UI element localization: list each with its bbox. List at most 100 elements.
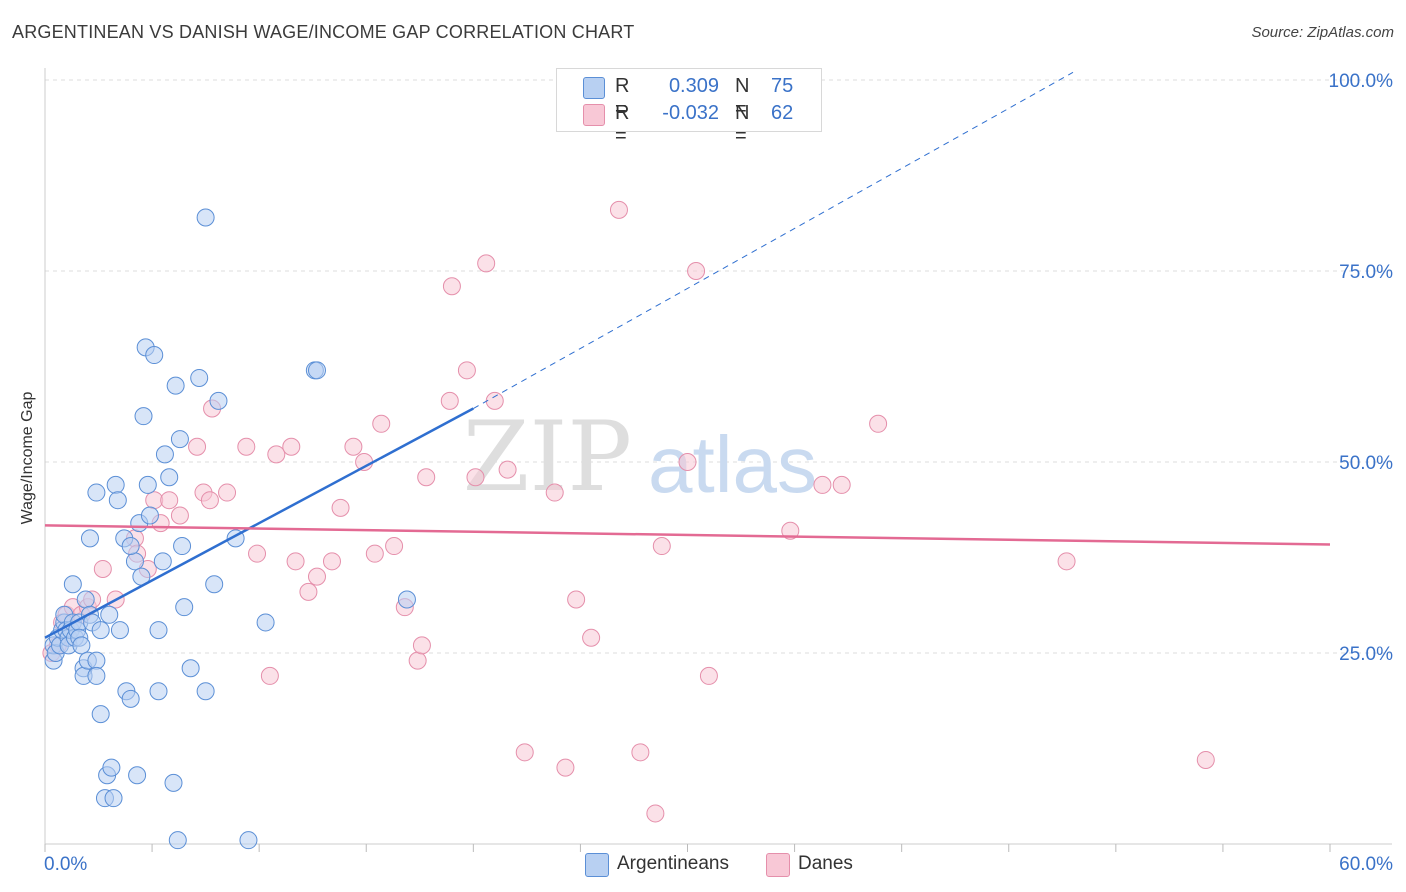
y-tick-label: 50.0% <box>1339 453 1393 474</box>
dane-point <box>477 254 496 273</box>
dane-point <box>218 483 237 502</box>
bottom-legend-swatch-pink <box>766 853 790 877</box>
legend-n-value: 62 <box>771 102 794 124</box>
source-credit: Source: ZipAtlas.com <box>1251 24 1394 41</box>
argentinean-point <box>80 529 99 548</box>
argentinean-point <box>168 831 187 850</box>
argentinean-point <box>153 552 172 571</box>
argentineans-points <box>44 208 416 850</box>
dane-point <box>145 491 164 510</box>
argentinean-point <box>91 621 110 640</box>
dane-point <box>322 552 341 571</box>
argentinean-point <box>121 689 140 708</box>
legend-r-value: -0.032 <box>662 102 719 124</box>
dane-point <box>307 567 326 586</box>
argentinean-point <box>175 598 194 617</box>
legend-r-label: R = <box>615 75 630 120</box>
dane-point <box>372 414 391 433</box>
dane-point <box>344 437 363 456</box>
x-tick-label-min: 0.0% <box>44 854 87 875</box>
dane-point <box>442 277 461 296</box>
dane-point <box>545 483 564 502</box>
watermark: ZIP atlas <box>463 401 817 513</box>
argentinean-point <box>205 575 224 594</box>
dane-point <box>408 651 427 670</box>
argentinean-point <box>102 758 121 777</box>
dane-point <box>466 468 485 487</box>
argentinean-point <box>121 537 140 556</box>
legend-r-label: R = <box>615 102 630 147</box>
dane-point <box>678 453 697 471</box>
dane-point <box>1196 750 1215 769</box>
bottom-legend-label: Danes <box>798 853 853 874</box>
argentinean-point <box>173 537 192 556</box>
argentinean-point <box>160 468 179 487</box>
argentinean-point <box>181 659 200 678</box>
watermark-atlas: atlas <box>648 420 817 509</box>
argentinean-point <box>170 430 189 449</box>
argentinean-point <box>239 831 258 850</box>
argentinean-point <box>134 407 153 426</box>
dane-point <box>365 544 384 563</box>
legend-n-value: 75 <box>771 75 794 97</box>
dane-point <box>1057 552 1076 571</box>
dane-point <box>646 804 665 823</box>
argentineans-trend-line <box>44 407 474 639</box>
argentinean-point <box>106 475 125 494</box>
argentinean-point <box>155 445 174 464</box>
dane-point <box>267 445 286 464</box>
dane-point <box>699 666 718 685</box>
dane-point <box>813 475 832 494</box>
dane-point <box>412 636 431 655</box>
argentinean-point <box>209 391 228 410</box>
dane-point <box>331 498 350 517</box>
dane-point <box>188 437 207 456</box>
dane-point <box>93 559 112 578</box>
correlation-legend: R = 0.309 N = 75 R = -0.032 N = 62 <box>556 68 822 147</box>
argentinean-point <box>164 773 183 792</box>
argentinean-point <box>63 575 82 594</box>
dane-point <box>556 758 575 777</box>
argentineans-trend-extension <box>473 71 1074 409</box>
dane-point <box>609 200 628 219</box>
argentinean-point <box>110 621 129 640</box>
legend-n-label: N = <box>735 75 750 120</box>
dane-point <box>237 437 256 456</box>
argentinean-point <box>91 705 110 724</box>
legend-n-label: N = <box>735 102 750 147</box>
dane-point <box>417 468 436 487</box>
dane-point <box>515 743 534 762</box>
dane-point <box>457 361 476 380</box>
argentinean-point <box>256 613 275 632</box>
dane-point <box>485 391 504 410</box>
danes-trend-line <box>44 524 1331 546</box>
bottom-legend-swatch-blue <box>585 853 609 877</box>
dane-point <box>248 544 267 563</box>
argentinean-point <box>149 621 168 640</box>
argentinean-point <box>108 491 127 510</box>
dane-point <box>832 475 851 494</box>
dane-point <box>781 521 800 540</box>
dane-point <box>260 666 279 685</box>
dane-point <box>299 582 318 601</box>
argentinean-point <box>100 605 119 624</box>
argentinean-point <box>397 590 416 609</box>
chart-title: ARGENTINEAN VS DANISH WAGE/INCOME GAP CO… <box>12 22 635 42</box>
dane-point <box>170 506 189 525</box>
trend-lines <box>44 71 1331 639</box>
dane-point <box>631 743 650 762</box>
bottom-legend-label: Argentineans <box>617 853 729 874</box>
axes <box>44 68 1392 852</box>
argentinean-point <box>140 506 159 525</box>
argentinean-point <box>149 682 168 701</box>
argentinean-point <box>307 361 326 380</box>
dane-point <box>282 437 301 456</box>
grid-lines <box>45 79 1392 654</box>
dane-point <box>286 552 305 571</box>
argentinean-point <box>166 376 185 395</box>
argentinean-point <box>196 208 215 227</box>
dane-point <box>498 460 517 479</box>
argentinean-point <box>128 766 147 785</box>
y-tick-label: 100.0% <box>1329 71 1394 92</box>
